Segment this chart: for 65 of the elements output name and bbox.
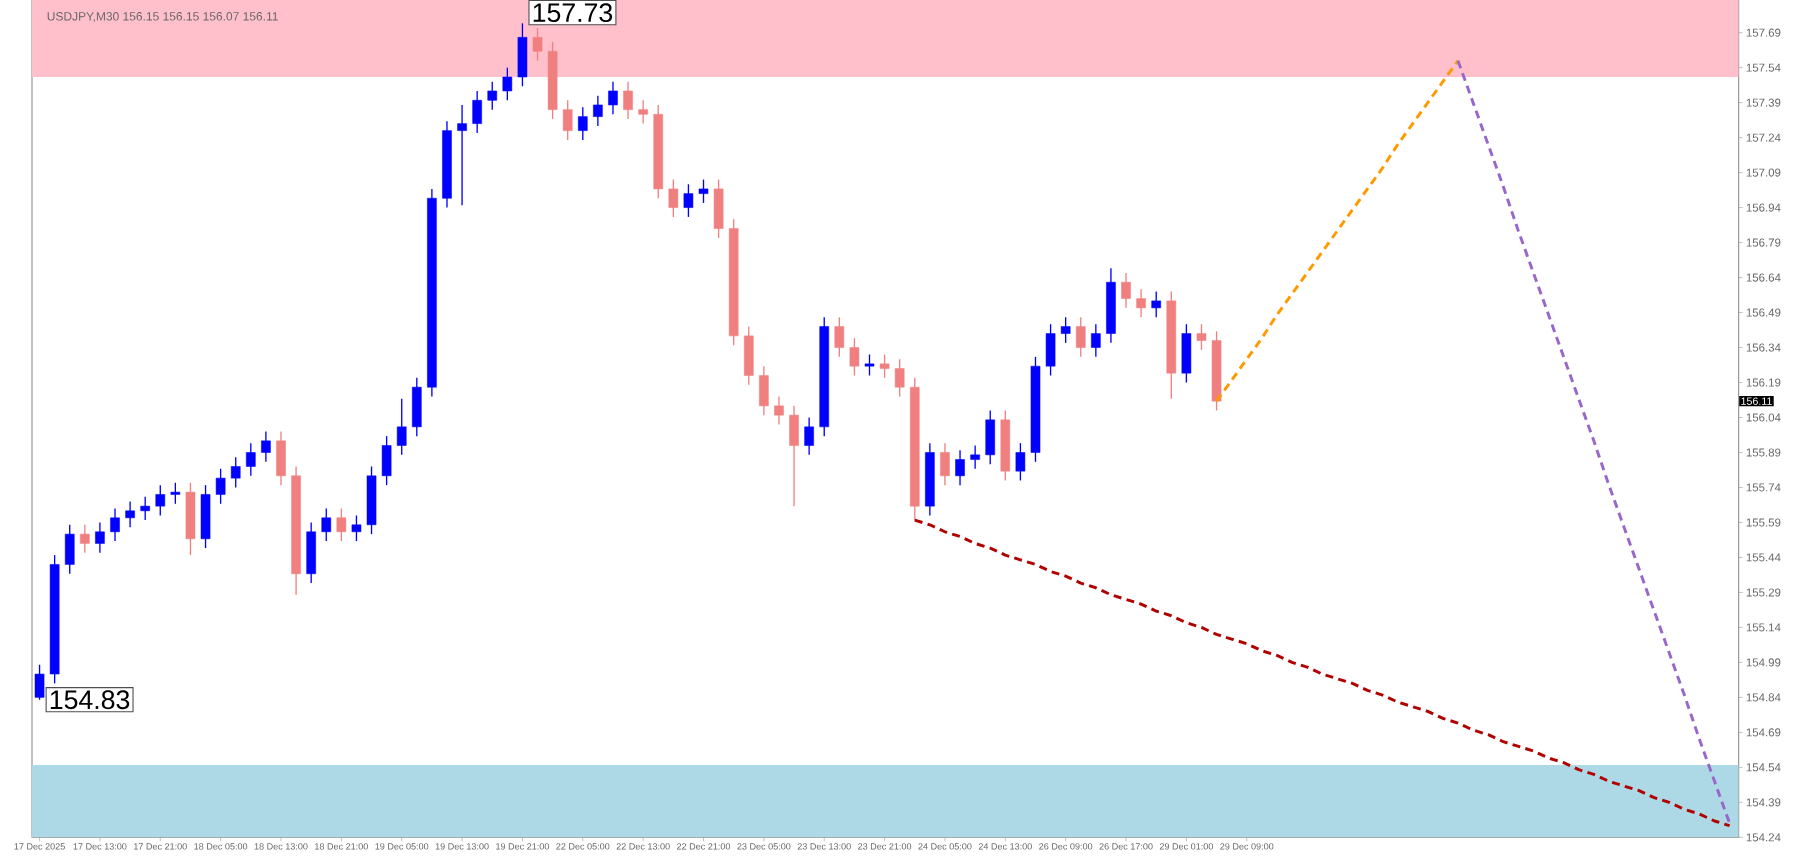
candlestick <box>1045 323 1056 377</box>
candlestick <box>215 468 226 505</box>
candlestick <box>95 521 105 554</box>
candlestick <box>351 514 362 542</box>
candlestick <box>472 90 482 134</box>
candlestick <box>698 178 709 204</box>
candlestick <box>336 507 347 542</box>
candlestick <box>306 521 316 584</box>
candlestick <box>396 398 407 456</box>
candlestick <box>412 377 422 437</box>
candlestick <box>517 22 528 87</box>
candlestick <box>804 416 814 456</box>
candlestick <box>80 524 90 554</box>
candlestick <box>668 178 679 218</box>
candlestick <box>1075 316 1086 358</box>
candlestick <box>623 80 633 120</box>
candlestick <box>759 365 769 416</box>
candlestick <box>683 183 694 218</box>
annotation: 157.73 <box>533 3 613 23</box>
candlestick <box>230 456 241 489</box>
candlestick <box>185 482 196 556</box>
candlestick <box>457 104 467 206</box>
candlestick <box>125 500 135 528</box>
candlestick <box>985 409 996 465</box>
annotation: 154.83 <box>50 690 130 710</box>
candlestick <box>970 444 980 470</box>
candlestick <box>200 484 211 549</box>
candlestick <box>1015 442 1026 482</box>
candlestick <box>34 664 45 701</box>
candlestick <box>864 353 875 377</box>
candlestick <box>1060 316 1071 344</box>
candlestick <box>849 337 860 377</box>
candlestick <box>638 99 648 125</box>
candlestick <box>110 507 120 542</box>
candlestick <box>170 482 181 505</box>
candlestick <box>955 449 965 486</box>
candlestick <box>774 395 784 426</box>
candlestick <box>502 66 513 101</box>
candlestick <box>1136 288 1146 318</box>
candlestick <box>140 496 150 521</box>
candlestick <box>879 353 890 379</box>
candlestick <box>1181 323 1192 384</box>
candlestick <box>578 106 588 141</box>
candlestick <box>789 405 799 507</box>
candlestick <box>743 325 754 386</box>
candlestick <box>532 27 543 62</box>
candlestick <box>1196 323 1207 351</box>
candlestick <box>155 484 166 517</box>
candlestick <box>381 435 392 486</box>
candlestick <box>894 358 905 398</box>
candlestick <box>64 524 75 575</box>
candlestick <box>940 442 950 486</box>
candlestick <box>1091 323 1101 358</box>
candlestick <box>593 94 603 127</box>
candlestick <box>608 80 618 115</box>
candlestick <box>562 99 573 141</box>
candlestick <box>246 442 256 477</box>
candlestick <box>1121 272 1131 309</box>
candlestick <box>276 430 286 486</box>
candlestick <box>261 430 271 463</box>
candlestick <box>834 316 845 358</box>
candlestick <box>487 80 498 111</box>
candlestick <box>1151 290 1161 318</box>
candlestick <box>713 178 724 239</box>
candlestick <box>321 507 332 542</box>
